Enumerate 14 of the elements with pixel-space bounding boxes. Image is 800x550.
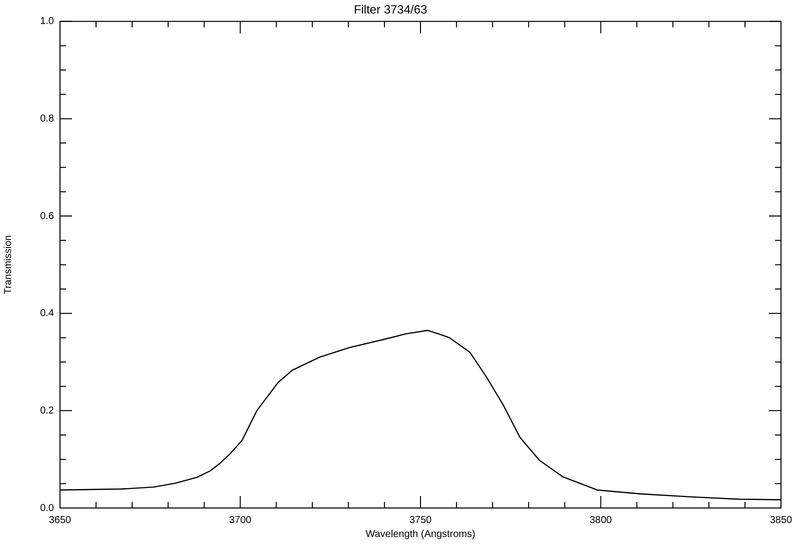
- y-axis-title: Transmission: [2, 235, 14, 294]
- x-axis-title: Wavelength (Angstroms): [366, 528, 476, 540]
- y-tick-label: 0.2: [40, 405, 54, 416]
- x-tick-label: 3700: [229, 514, 252, 526]
- y-tick-label: 0.6: [40, 210, 54, 222]
- x-tick-label: 3650: [48, 514, 72, 526]
- y-tick-label: 0.4: [40, 308, 54, 320]
- x-tick-label: 3850: [770, 514, 793, 526]
- x-tick-label: 3750: [409, 514, 432, 526]
- chart-title: Filter 3734/63: [354, 2, 428, 17]
- y-tick-label: 1.0: [40, 16, 54, 28]
- y-tick-label: 0.8: [40, 113, 54, 124]
- y-tick-label: 0.0: [40, 502, 54, 514]
- x-tick-label: 3800: [590, 514, 612, 526]
